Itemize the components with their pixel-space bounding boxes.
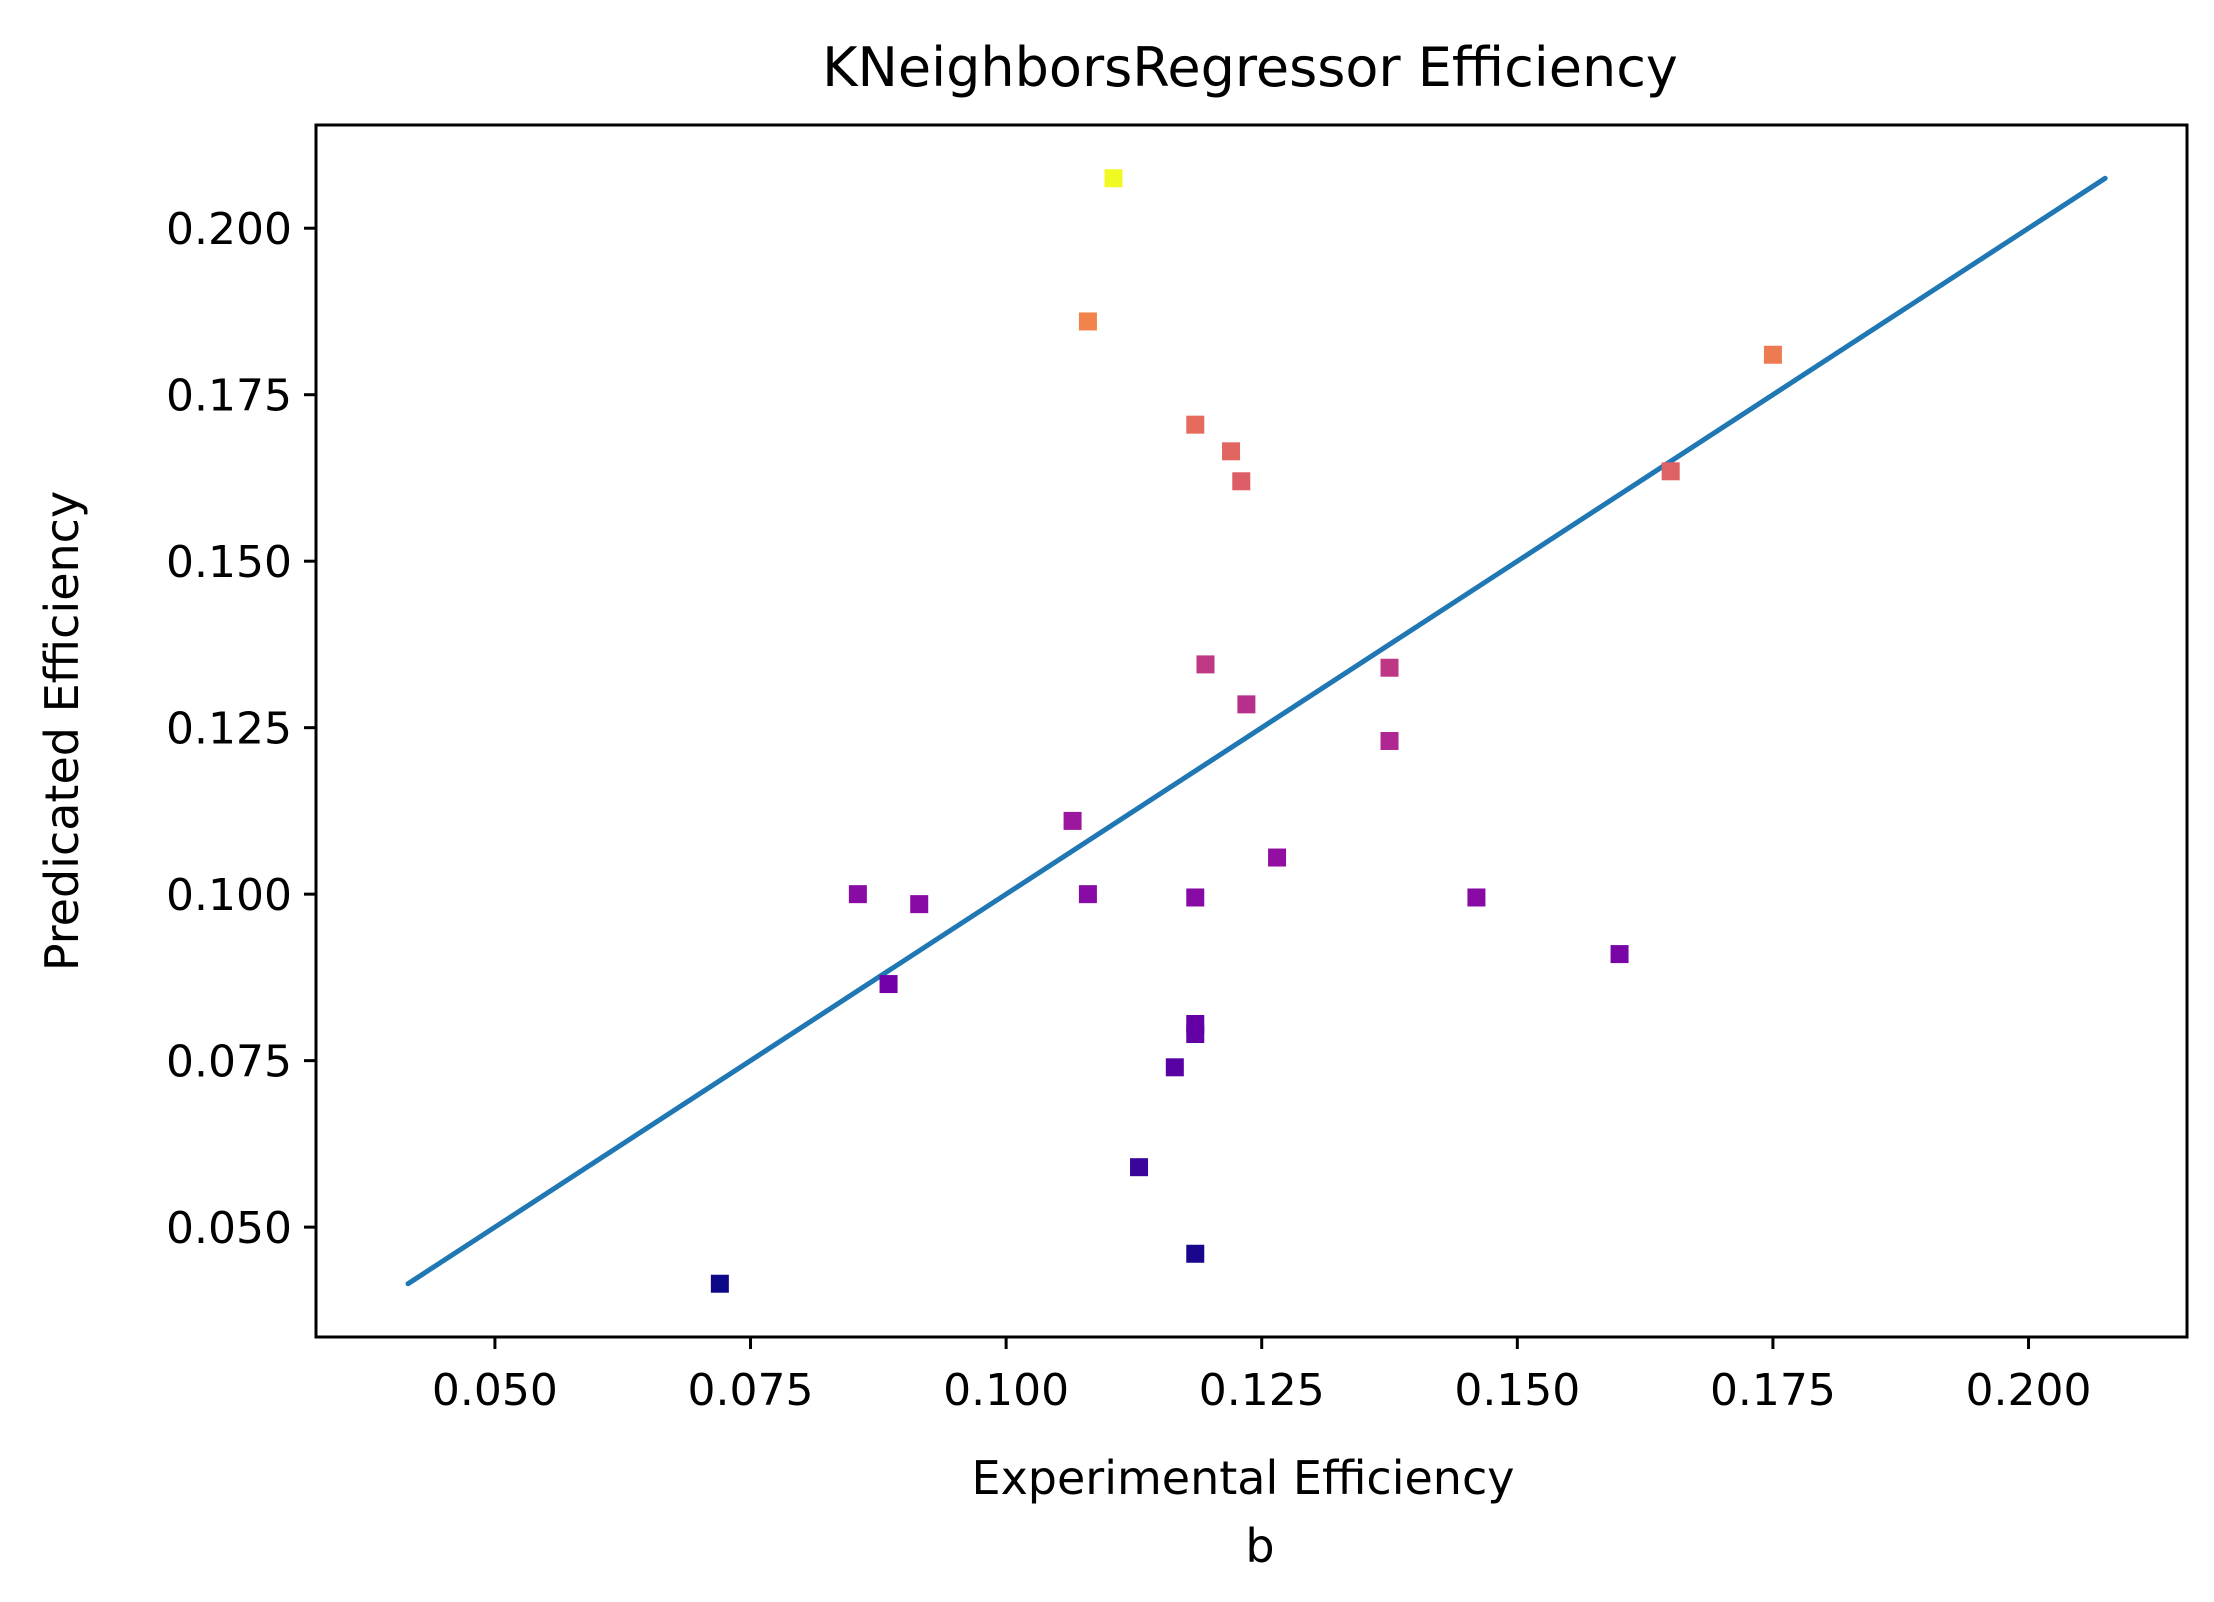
data-point (879, 975, 898, 994)
data-point (1610, 945, 1629, 964)
chart-title: KNeighborsRegressor Efficiency (822, 36, 1678, 99)
identity-line-layer (405, 175, 2108, 1287)
y-tick-label: 0.050 (166, 1203, 292, 1254)
data-point (1467, 888, 1486, 907)
x-tick-label: 0.125 (1199, 1365, 1325, 1416)
data-point (1661, 462, 1680, 481)
x-tick-label: 0.200 (1966, 1365, 2092, 1416)
data-point (1130, 1158, 1149, 1177)
data-point (1186, 1244, 1205, 1263)
data-point (1268, 848, 1287, 867)
x-axis-sublabel: b (1245, 1519, 1274, 1573)
data-point (1763, 345, 1782, 364)
x-axis-label: Experimental Efficiency (972, 1451, 1515, 1505)
axes-frame (314, 123, 2189, 1339)
data-point (910, 895, 929, 914)
y-tick-label: 0.150 (166, 537, 292, 588)
data-point (1186, 415, 1205, 434)
x-tick-label: 0.050 (432, 1365, 558, 1416)
y-axis-ticks: 0.050 0.075 0.100 0.125 0.150 0.175 0.200 (166, 204, 316, 1254)
data-point (710, 1274, 729, 1293)
y-tick-label: 0.075 (166, 1037, 292, 1088)
data-point (1222, 442, 1241, 461)
data-point (1380, 731, 1399, 750)
data-point (1380, 658, 1399, 677)
x-tick-label: 0.075 (688, 1365, 814, 1416)
data-point (1078, 885, 1097, 904)
data-point (1078, 312, 1097, 331)
x-axis-ticks: 0.050 0.075 0.100 0.125 0.150 0.175 0.200 (432, 1337, 2092, 1416)
data-point (1063, 811, 1082, 830)
data-point (1232, 472, 1251, 491)
y-tick-label: 0.200 (166, 204, 292, 255)
x-tick-label: 0.100 (943, 1365, 1069, 1416)
data-point (1186, 1015, 1205, 1034)
y-tick-label: 0.125 (166, 704, 292, 755)
x-tick-label: 0.175 (1710, 1365, 1836, 1416)
points-layer (710, 169, 1782, 1293)
identity-line (405, 175, 2108, 1287)
x-tick-label: 0.150 (1454, 1365, 1580, 1416)
data-point (1186, 888, 1205, 907)
y-tick-label: 0.175 (166, 371, 292, 422)
data-point (1104, 169, 1123, 188)
data-point (1165, 1058, 1184, 1077)
data-point (1237, 695, 1256, 714)
y-axis-label: Predicated Efficiency (35, 491, 89, 971)
plot-area (314, 123, 2189, 1339)
data-point (848, 885, 867, 904)
data-point (1196, 655, 1215, 674)
y-tick-label: 0.100 (166, 870, 292, 921)
